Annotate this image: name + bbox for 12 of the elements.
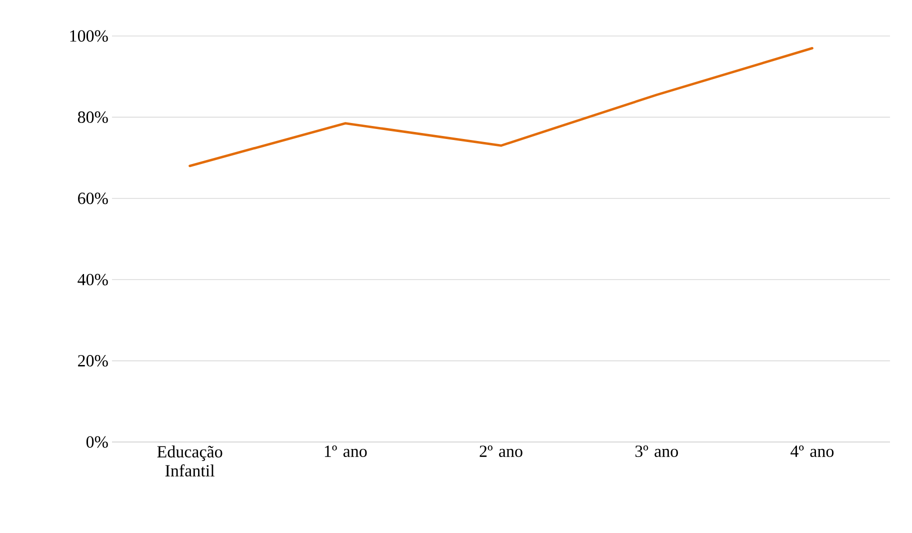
y-tick-label: 40% [78,274,108,286]
y-tick-label: 20% [78,355,108,367]
x-tick-label: 3º ano [635,446,678,458]
x-tick-label: 4º ano [790,446,834,458]
line-series [188,46,814,168]
x-tick-label: 1º ano [324,446,367,458]
y-tick-label: 60% [78,192,108,204]
y-tick-label: 0% [86,436,108,448]
y-tick-label: 100% [70,30,108,42]
x-tick-label: Educação Infantil [157,446,222,476]
y-tick-label: 80% [78,111,108,123]
x-tick-label: 2º ano [480,446,522,458]
